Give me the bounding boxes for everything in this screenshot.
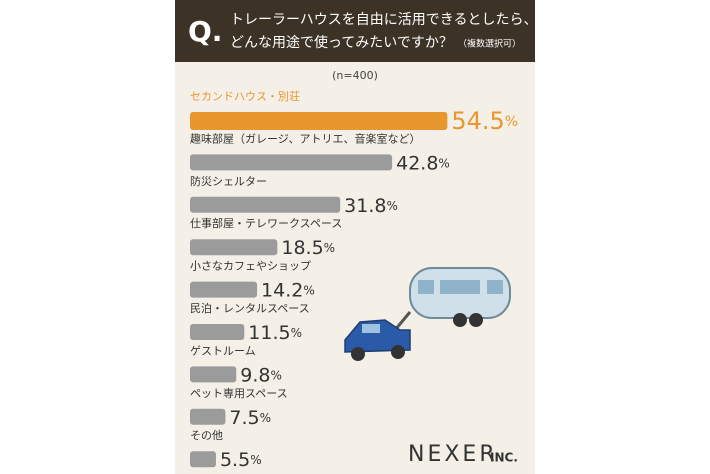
category-label: 民泊・レンタルスペース	[190, 302, 310, 315]
value-label: 42.8%	[396, 152, 450, 174]
value-label: 7.5%	[229, 406, 271, 428]
q-mark: Q.	[188, 15, 222, 48]
bar	[190, 324, 245, 340]
value-label: 11.5%	[248, 322, 302, 344]
bar	[190, 196, 341, 213]
title-line: どんな用途で使ってみたいですか？	[230, 34, 453, 51]
title-note: （複数選択可）	[458, 38, 521, 50]
bar	[190, 239, 278, 256]
category-label: 防災シェルター	[190, 174, 267, 188]
value-label: 54.5%	[451, 107, 518, 135]
category-label: 仕事部屋・テレワークスペース	[190, 216, 342, 230]
illustration	[344, 267, 511, 361]
category-label: 小さなカフェやショップ	[190, 260, 311, 273]
bar	[190, 451, 216, 468]
header	[175, 0, 535, 62]
logo: NEXER	[408, 442, 498, 467]
category-label: セカンドハウス・別荘	[190, 90, 300, 103]
category-label: ペット専用スペース	[190, 387, 288, 400]
bar	[190, 112, 448, 130]
bar	[190, 281, 258, 298]
logo-suffix: INC.	[490, 451, 518, 465]
background	[175, 0, 535, 474]
value-label: 14.2%	[261, 279, 315, 301]
title-line: トレーラーハウスを自由に活用できるとしたら、	[230, 12, 537, 28]
category-label: ゲストルーム	[190, 344, 256, 357]
bar	[190, 154, 393, 171]
value-label: 9.8%	[240, 364, 282, 386]
value-label: 5.5%	[220, 449, 262, 471]
subtitle: (n=400)	[332, 69, 378, 82]
bar	[190, 366, 237, 383]
category-label: その他	[190, 429, 223, 442]
category-label: 趣味部屋（ガレージ、アトリエ、音楽室など）	[190, 131, 420, 145]
value-label: 18.5%	[281, 237, 335, 259]
bar	[190, 408, 226, 425]
value-label: 31.8%	[344, 194, 398, 216]
